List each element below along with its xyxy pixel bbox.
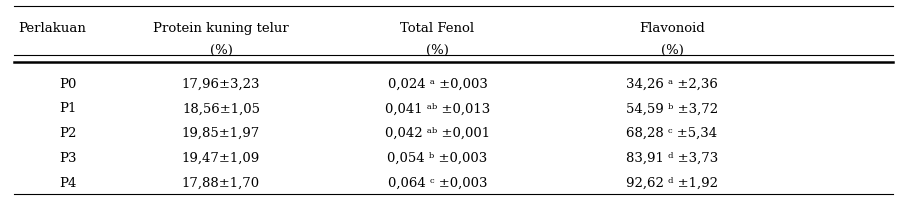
Text: P2: P2 bbox=[59, 127, 77, 140]
Text: 54,59 ᵇ ±3,72: 54,59 ᵇ ±3,72 bbox=[626, 102, 718, 115]
Text: Protein kuning telur: Protein kuning telur bbox=[153, 22, 289, 35]
Text: 0,042 ᵃᵇ ±0,001: 0,042 ᵃᵇ ±0,001 bbox=[385, 127, 490, 140]
Text: P0: P0 bbox=[59, 78, 77, 91]
Text: P4: P4 bbox=[59, 177, 77, 190]
Text: 0,064 ᶜ ±0,003: 0,064 ᶜ ±0,003 bbox=[388, 177, 487, 190]
Text: 0,054 ᵇ ±0,003: 0,054 ᵇ ±0,003 bbox=[387, 152, 488, 165]
Text: Total Fenol: Total Fenol bbox=[400, 22, 474, 35]
Text: P1: P1 bbox=[59, 102, 77, 115]
Text: 17,96±3,23: 17,96±3,23 bbox=[181, 78, 261, 91]
Text: 17,88±1,70: 17,88±1,70 bbox=[182, 177, 260, 190]
Text: 92,62 ᵈ ±1,92: 92,62 ᵈ ±1,92 bbox=[626, 177, 718, 190]
Text: 0,041 ᵃᵇ ±0,013: 0,041 ᵃᵇ ±0,013 bbox=[385, 102, 490, 115]
Text: P3: P3 bbox=[59, 152, 77, 165]
Text: (%): (%) bbox=[426, 44, 449, 57]
Text: 18,56±1,05: 18,56±1,05 bbox=[182, 102, 260, 115]
Text: 19,47±1,09: 19,47±1,09 bbox=[182, 152, 260, 165]
Text: 19,85±1,97: 19,85±1,97 bbox=[182, 127, 260, 140]
Text: 0,024 ᵃ ±0,003: 0,024 ᵃ ±0,003 bbox=[388, 78, 487, 91]
Text: 34,26 ᵃ ±2,36: 34,26 ᵃ ±2,36 bbox=[626, 78, 718, 91]
Text: 83,91 ᵈ ±3,73: 83,91 ᵈ ±3,73 bbox=[626, 152, 718, 165]
Text: (%): (%) bbox=[209, 44, 233, 57]
Text: 68,28 ᶜ ±5,34: 68,28 ᶜ ±5,34 bbox=[626, 127, 718, 140]
Text: Flavonoid: Flavonoid bbox=[640, 22, 704, 35]
Text: (%): (%) bbox=[660, 44, 684, 57]
Text: Perlakuan: Perlakuan bbox=[18, 22, 86, 35]
